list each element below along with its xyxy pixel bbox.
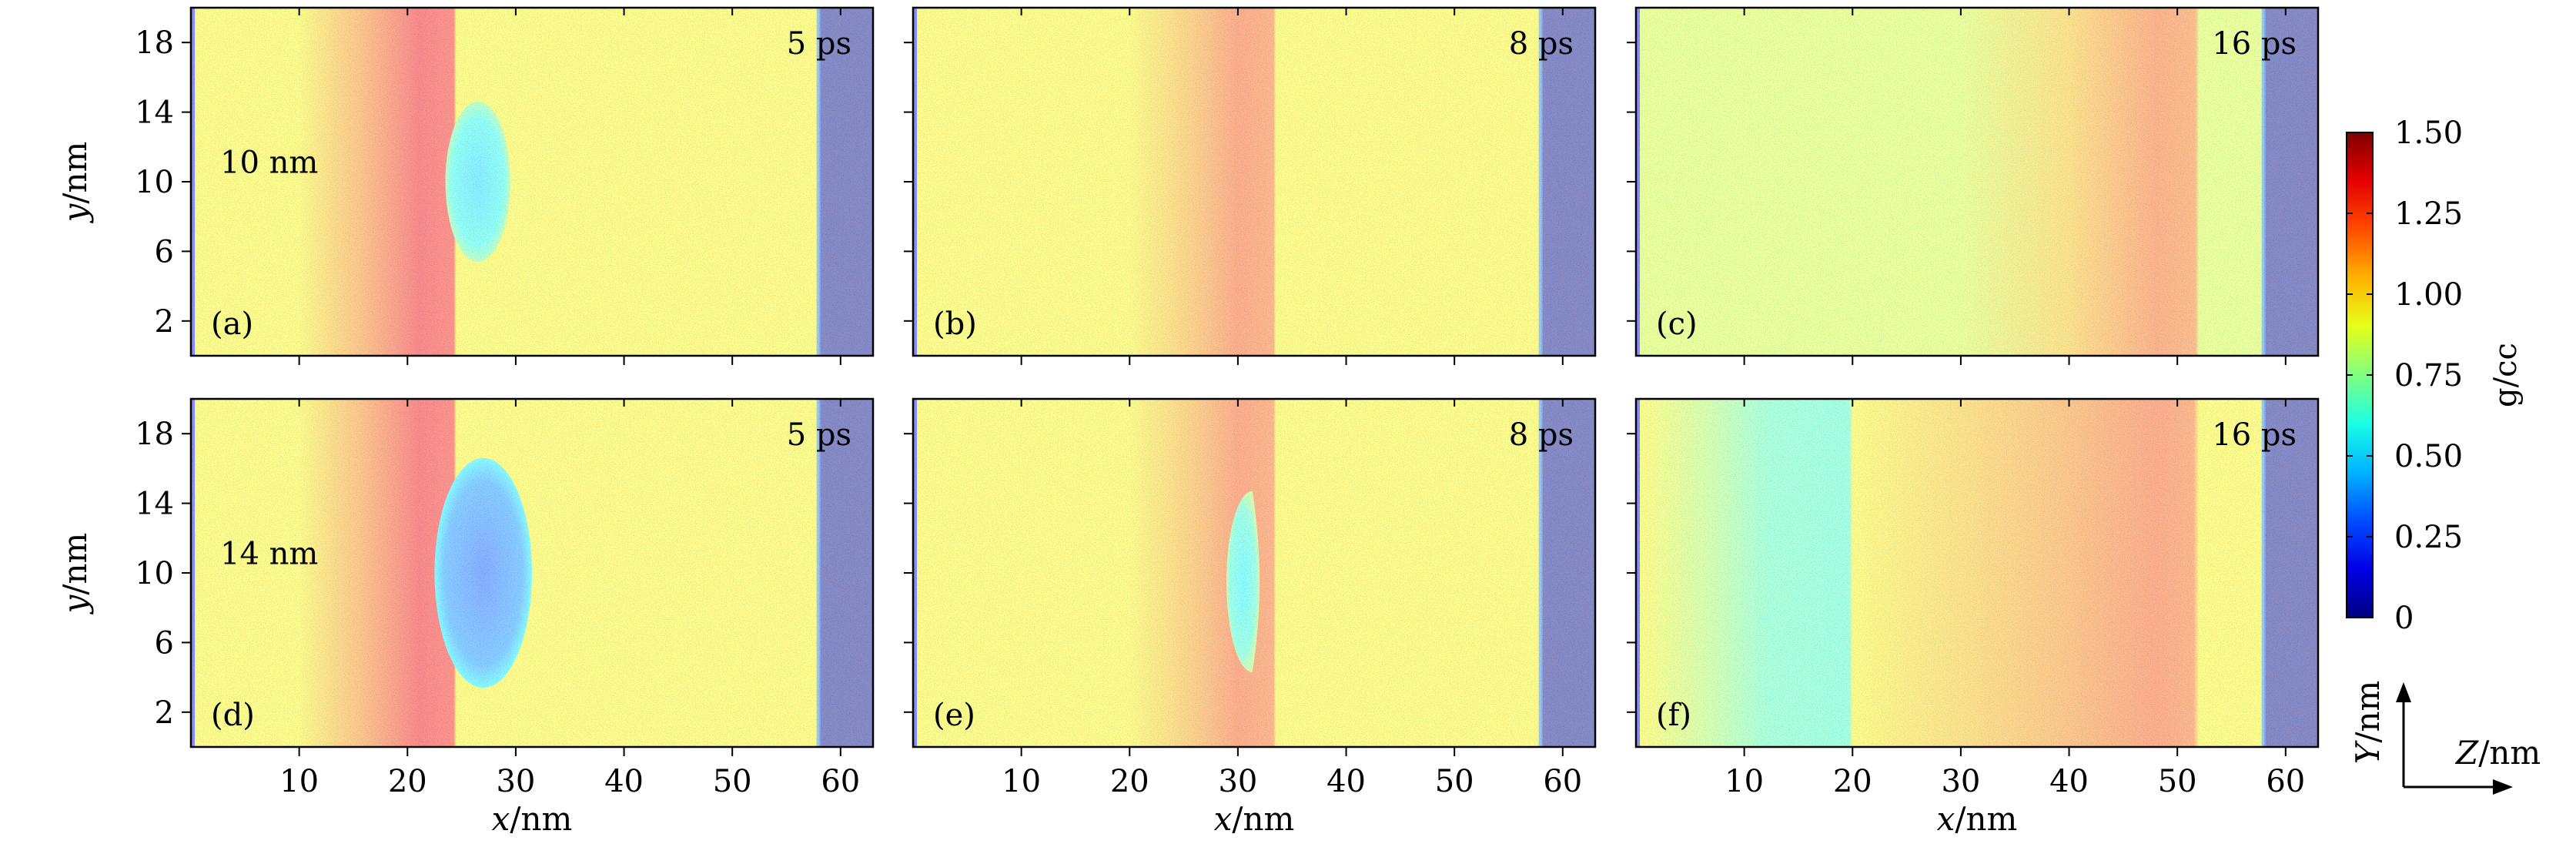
x-tick-label: 10 bbox=[1725, 764, 1764, 799]
panel-b: (b) 8 ps bbox=[904, 6, 1597, 365]
size-label: 14 nm bbox=[220, 537, 318, 572]
size-label: 10 nm bbox=[220, 146, 318, 181]
x-tick-label: 50 bbox=[1435, 764, 1474, 799]
y-axis-title: y/nm bbox=[56, 533, 94, 615]
noise-texture bbox=[191, 8, 873, 356]
x-tick-label: 40 bbox=[1326, 764, 1366, 799]
colorbar-tick-label: 1.00 bbox=[2394, 277, 2463, 313]
panel-label: (c) bbox=[1656, 306, 1698, 342]
colorbar-tick-label: 1.50 bbox=[2394, 116, 2463, 151]
panel-d: 10 20 30 40 50 60 2 6 10 14 18 (d) 5 ps 14 nm x/nm y/nm bbox=[56, 397, 875, 838]
panel-label: (d) bbox=[211, 698, 255, 733]
colorbar-tick-label: 0 bbox=[2394, 601, 2414, 636]
inset-horizontal-label: Z/nm bbox=[2454, 734, 2541, 772]
y-tick-label: 10 bbox=[135, 165, 174, 200]
time-label: 5 ps bbox=[787, 417, 851, 453]
x-tick-label: 10 bbox=[279, 764, 319, 799]
x-tick-label: 60 bbox=[1543, 764, 1582, 799]
x-tick-label: 20 bbox=[388, 764, 427, 799]
panel-e: 10 20 30 40 50 60 (e) 8 ps x/nm bbox=[904, 397, 1597, 838]
colorbar-label: g/cc bbox=[2488, 343, 2524, 407]
x-tick-label: 30 bbox=[496, 764, 535, 799]
y-tick-label: 6 bbox=[155, 234, 174, 270]
x-tick-label: 20 bbox=[1110, 764, 1149, 799]
x-tick-label: 30 bbox=[1941, 764, 1980, 799]
panel-label: (f) bbox=[1656, 698, 1691, 733]
y-tick-label: 18 bbox=[135, 417, 174, 452]
x-tick-label: 10 bbox=[1002, 764, 1041, 799]
time-label: 8 ps bbox=[1509, 417, 1574, 453]
x-tick-label: 40 bbox=[604, 764, 644, 799]
x-axis-title: x/nm bbox=[1214, 800, 1295, 838]
noise-texture bbox=[1636, 399, 2318, 747]
time-label: 16 ps bbox=[2212, 26, 2297, 62]
x-axis-title: x/nm bbox=[1937, 800, 2018, 838]
panel-c: (c) 16 ps bbox=[1627, 6, 2320, 365]
arrowhead-right-icon bbox=[2493, 779, 2513, 795]
y-axis-title: y/nm bbox=[56, 142, 94, 224]
axis-orientation-inset: Y/nm Z/nm bbox=[2349, 681, 2541, 795]
noise-texture bbox=[1636, 8, 2318, 356]
y-tick-label: 2 bbox=[155, 695, 174, 731]
x-tick-label: 30 bbox=[1218, 764, 1257, 799]
y-tick-label: 14 bbox=[135, 95, 174, 131]
x-tick-label: 50 bbox=[2158, 764, 2197, 799]
noise-texture bbox=[191, 399, 873, 747]
inset-vertical-label: Y/nm bbox=[2349, 681, 2387, 765]
time-label: 8 ps bbox=[1509, 26, 1574, 62]
arrowhead-up-icon bbox=[2396, 682, 2411, 702]
x-tick-label: 60 bbox=[821, 764, 860, 799]
x-tick-label: 60 bbox=[2266, 764, 2305, 799]
panel-label: (b) bbox=[933, 306, 977, 342]
colorbar-tick-label: 0.50 bbox=[2394, 439, 2463, 474]
y-tick-label: 18 bbox=[135, 25, 174, 61]
colorbar: 0 0.25 0.50 0.75 1.00 1.25 1.50 g/cc bbox=[2346, 116, 2524, 636]
noise-texture bbox=[913, 399, 1595, 747]
colorbar-tick-label: 1.25 bbox=[2394, 196, 2463, 232]
time-label: 16 ps bbox=[2212, 417, 2297, 453]
colorbar-tick-label: 0.25 bbox=[2394, 520, 2463, 555]
time-label: 5 ps bbox=[787, 26, 851, 62]
panel-a: 2 6 10 14 18 (a) 5 ps 10 nm y/nm bbox=[56, 6, 875, 365]
y-tick-label: 10 bbox=[135, 556, 174, 591]
y-tick-label: 6 bbox=[155, 625, 174, 661]
y-tick-label: 2 bbox=[155, 304, 174, 340]
x-tick-label: 40 bbox=[2049, 764, 2089, 799]
y-tick-label: 14 bbox=[135, 487, 174, 522]
noise-texture bbox=[913, 8, 1595, 356]
panel-label: (a) bbox=[211, 306, 253, 342]
panel-f: 10 20 30 40 50 60 (f) 16 ps x/nm bbox=[1627, 397, 2320, 838]
colorbar-tick-label: 0.75 bbox=[2394, 358, 2463, 393]
x-tick-label: 50 bbox=[713, 764, 752, 799]
x-tick-label: 20 bbox=[1833, 764, 1872, 799]
panel-label: (e) bbox=[933, 698, 975, 733]
x-axis-title: x/nm bbox=[492, 800, 573, 838]
